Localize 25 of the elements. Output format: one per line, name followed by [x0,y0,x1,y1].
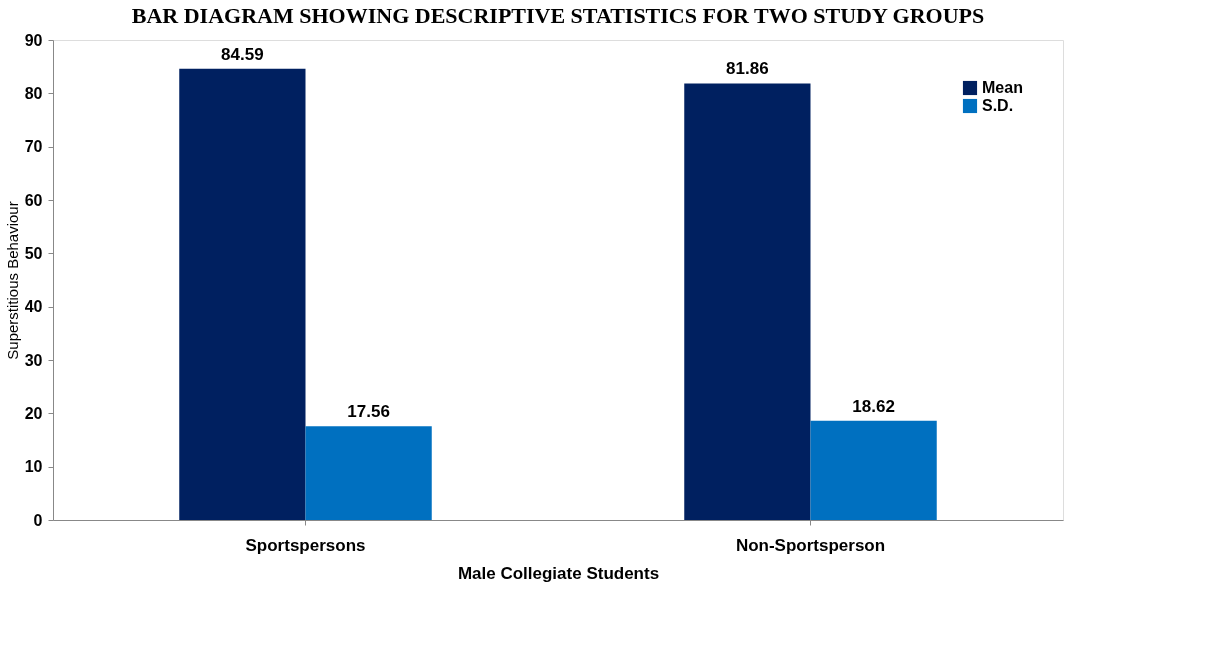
y-tick-label: 90 [24,31,43,49]
x-tick-label: Non-Sportsperson [735,535,886,555]
bar [179,68,306,520]
y-tick-label: 0 [33,511,43,529]
bar [810,420,937,520]
y-tick-label: 50 [24,244,43,262]
x-axis-title: Male Collegiate Students [457,563,660,583]
legend-label: Mean [982,79,1023,96]
y-tick-label: 30 [24,351,43,369]
y-tick-label: 20 [24,404,43,422]
y-tick-label: 40 [24,298,43,316]
y-tick-label: 80 [24,84,43,102]
y-axis-title: Superstitious Behaviour [3,201,21,360]
bar [684,83,811,520]
data-label: 17.56 [347,402,390,422]
data-label: 18.62 [852,396,895,416]
y-tick-label: 60 [24,191,43,209]
y-tick-label: 10 [24,458,43,476]
y-tick-label: 70 [24,138,43,156]
bar [305,426,432,520]
x-tick-label: Sportspersons [245,535,366,555]
data-label: 84.59 [221,44,264,64]
data-label: 81.86 [726,59,769,79]
legend-label: S.D. [982,97,1014,114]
chart-title: BAR DIAGRAM SHOWING DESCRIPTIVE STATISTICS FOR TWO STUDY GROUPS [131,3,985,28]
